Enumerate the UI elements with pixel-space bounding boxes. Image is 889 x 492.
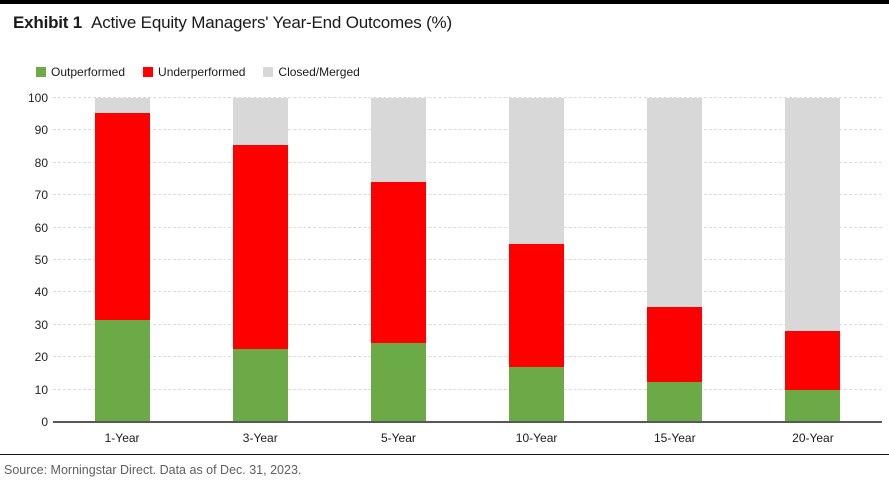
bar-segment-1-year-closed-merged bbox=[94, 98, 150, 113]
bar-segment-10-year-underperformed bbox=[509, 243, 565, 367]
bar-segment-3-year-closed-merged bbox=[232, 98, 288, 145]
bar-segment-20-year-underperformed bbox=[785, 331, 841, 390]
chart-legend: Outperformed Underperformed Closed/Merged bbox=[36, 66, 889, 78]
y-tick-label-0: 0 bbox=[41, 415, 48, 429]
bar-segment-10-year-closed-merged bbox=[509, 98, 565, 244]
gridline-80 bbox=[53, 161, 882, 163]
gridline-40 bbox=[53, 291, 882, 293]
x-axis-labels: 1-Year 3-Year 5-Year 10-Year 15-Year 20-Year bbox=[53, 422, 882, 445]
x-tick-label-5-year: 5-Year bbox=[380, 431, 416, 445]
gridline-10 bbox=[53, 388, 882, 390]
y-tick-label-20: 20 bbox=[34, 350, 48, 365]
gridline-90 bbox=[53, 129, 882, 131]
bar-segment-3-year-underperformed bbox=[232, 145, 288, 350]
y-tick-label-100: 100 bbox=[27, 91, 48, 105]
bar-segment-15-year-underperformed bbox=[647, 306, 703, 382]
bar-segment-3-year-outperformed bbox=[232, 349, 288, 422]
plot-area bbox=[53, 97, 882, 423]
bar-segment-5-year-underperformed bbox=[370, 182, 426, 343]
bar-segment-1-year-outperformed bbox=[94, 319, 150, 422]
chart-header: Exhibit 1 Active Equity Managers' Year-En… bbox=[13, 12, 889, 34]
bar-3-year bbox=[232, 98, 288, 422]
bar-segment-15-year-closed-merged bbox=[647, 98, 703, 307]
x-tick-label-3-year: 3-Year bbox=[242, 431, 278, 445]
gridline-20 bbox=[53, 356, 882, 358]
bar-segment-5-year-closed-merged bbox=[370, 98, 426, 183]
x-tick-label-15-year: 15-Year bbox=[653, 431, 696, 445]
legend-label: Closed/Merged bbox=[278, 65, 360, 79]
y-tick-label-30: 30 bbox=[34, 317, 48, 332]
gridline-50 bbox=[53, 259, 882, 260]
bar-10-year bbox=[509, 98, 565, 422]
bar-segment-5-year-outperformed bbox=[370, 342, 426, 422]
x-axis-line bbox=[53, 421, 882, 423]
legend-item-outperformed: Outperformed bbox=[36, 66, 125, 78]
stacked-bar-chart: 0 10 20 30 40 50 60 70 80 90 100 bbox=[0, 91, 882, 429]
y-axis: 0 10 20 30 40 50 60 70 80 90 100 bbox=[0, 91, 48, 429]
footer-divider bbox=[0, 454, 889, 455]
bar-segment-20-year-outperformed bbox=[785, 389, 841, 422]
legend-item-closed-merged: Closed/Merged bbox=[263, 65, 360, 79]
y-tick-label-10: 10 bbox=[34, 382, 48, 397]
gridline-30 bbox=[53, 323, 882, 325]
gridline-60 bbox=[53, 226, 882, 228]
x-tick-label-20-year: 20-Year bbox=[792, 431, 834, 445]
legend-swatch-icon bbox=[263, 67, 274, 77]
legend-label: Underperformed bbox=[158, 65, 246, 79]
bar-5-year bbox=[370, 98, 426, 422]
x-tick-label-10-year: 10-Year bbox=[515, 431, 558, 445]
x-tick-label-1-year: 1-Year bbox=[104, 431, 140, 445]
bar-segment-10-year-outperformed bbox=[509, 366, 565, 422]
y-tick-label-90: 90 bbox=[34, 123, 48, 138]
y-tick-label-40: 40 bbox=[34, 285, 48, 300]
bar-segment-1-year-underperformed bbox=[94, 112, 150, 320]
bar-20-year bbox=[785, 98, 841, 422]
y-tick-label-80: 80 bbox=[34, 155, 48, 170]
y-tick-label-70: 70 bbox=[34, 188, 48, 203]
source-note: Source: Morningstar Direct. Data as of D… bbox=[4, 463, 302, 477]
exhibit-label: Exhibit 1 bbox=[13, 13, 83, 32]
gridline-70 bbox=[53, 194, 882, 196]
gridline-100 bbox=[53, 97, 882, 98]
legend-label: Outperformed bbox=[51, 65, 126, 79]
bar-1-year bbox=[94, 98, 150, 422]
page-title: Active Equity Managers' Year-End Outcome… bbox=[91, 13, 452, 32]
y-tick-label-50: 50 bbox=[34, 253, 48, 267]
bar-segment-15-year-outperformed bbox=[647, 381, 703, 422]
y-tick-label-60: 60 bbox=[34, 220, 48, 235]
bar-segment-20-year-closed-merged bbox=[785, 98, 841, 332]
legend-swatch-icon bbox=[36, 67, 46, 77]
legend-swatch-icon bbox=[143, 67, 154, 77]
top-rule bbox=[0, 0, 889, 4]
bar-15-year bbox=[647, 98, 703, 422]
legend-item-underperformed: Underperformed bbox=[143, 66, 245, 78]
